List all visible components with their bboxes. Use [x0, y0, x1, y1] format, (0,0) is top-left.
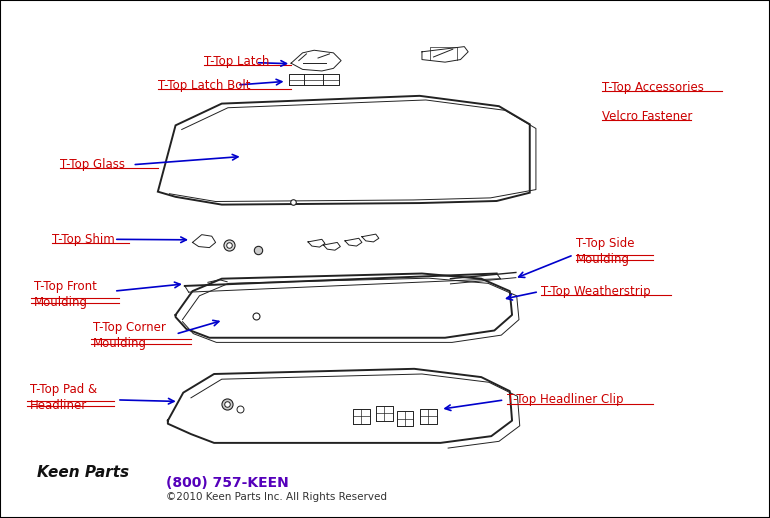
Text: Keen Parts: Keen Parts [37, 465, 129, 480]
Text: T-Top Corner
Moulding: T-Top Corner Moulding [93, 321, 166, 350]
Text: T-Top Latch Bolt: T-Top Latch Bolt [158, 79, 250, 92]
Text: T-Top Latch: T-Top Latch [204, 54, 270, 68]
Text: T-Top Pad &
Headliner: T-Top Pad & Headliner [29, 383, 97, 412]
Text: (800) 757-KEEN: (800) 757-KEEN [166, 476, 288, 491]
Text: T-Top Accessories: T-Top Accessories [602, 80, 704, 94]
Text: T-Top Shim: T-Top Shim [52, 233, 115, 246]
Text: Velcro Fastener: Velcro Fastener [602, 110, 692, 123]
Text: T-Top Side
Moulding: T-Top Side Moulding [576, 237, 634, 266]
Text: T-Top Headliner Clip: T-Top Headliner Clip [507, 393, 623, 407]
Text: T-Top Glass: T-Top Glass [60, 158, 125, 171]
Text: T-Top Weatherstrip: T-Top Weatherstrip [541, 285, 650, 298]
Text: ©2010 Keen Parts Inc. All Rights Reserved: ©2010 Keen Parts Inc. All Rights Reserve… [166, 492, 387, 502]
Text: T-Top Front
Moulding: T-Top Front Moulding [34, 280, 97, 309]
